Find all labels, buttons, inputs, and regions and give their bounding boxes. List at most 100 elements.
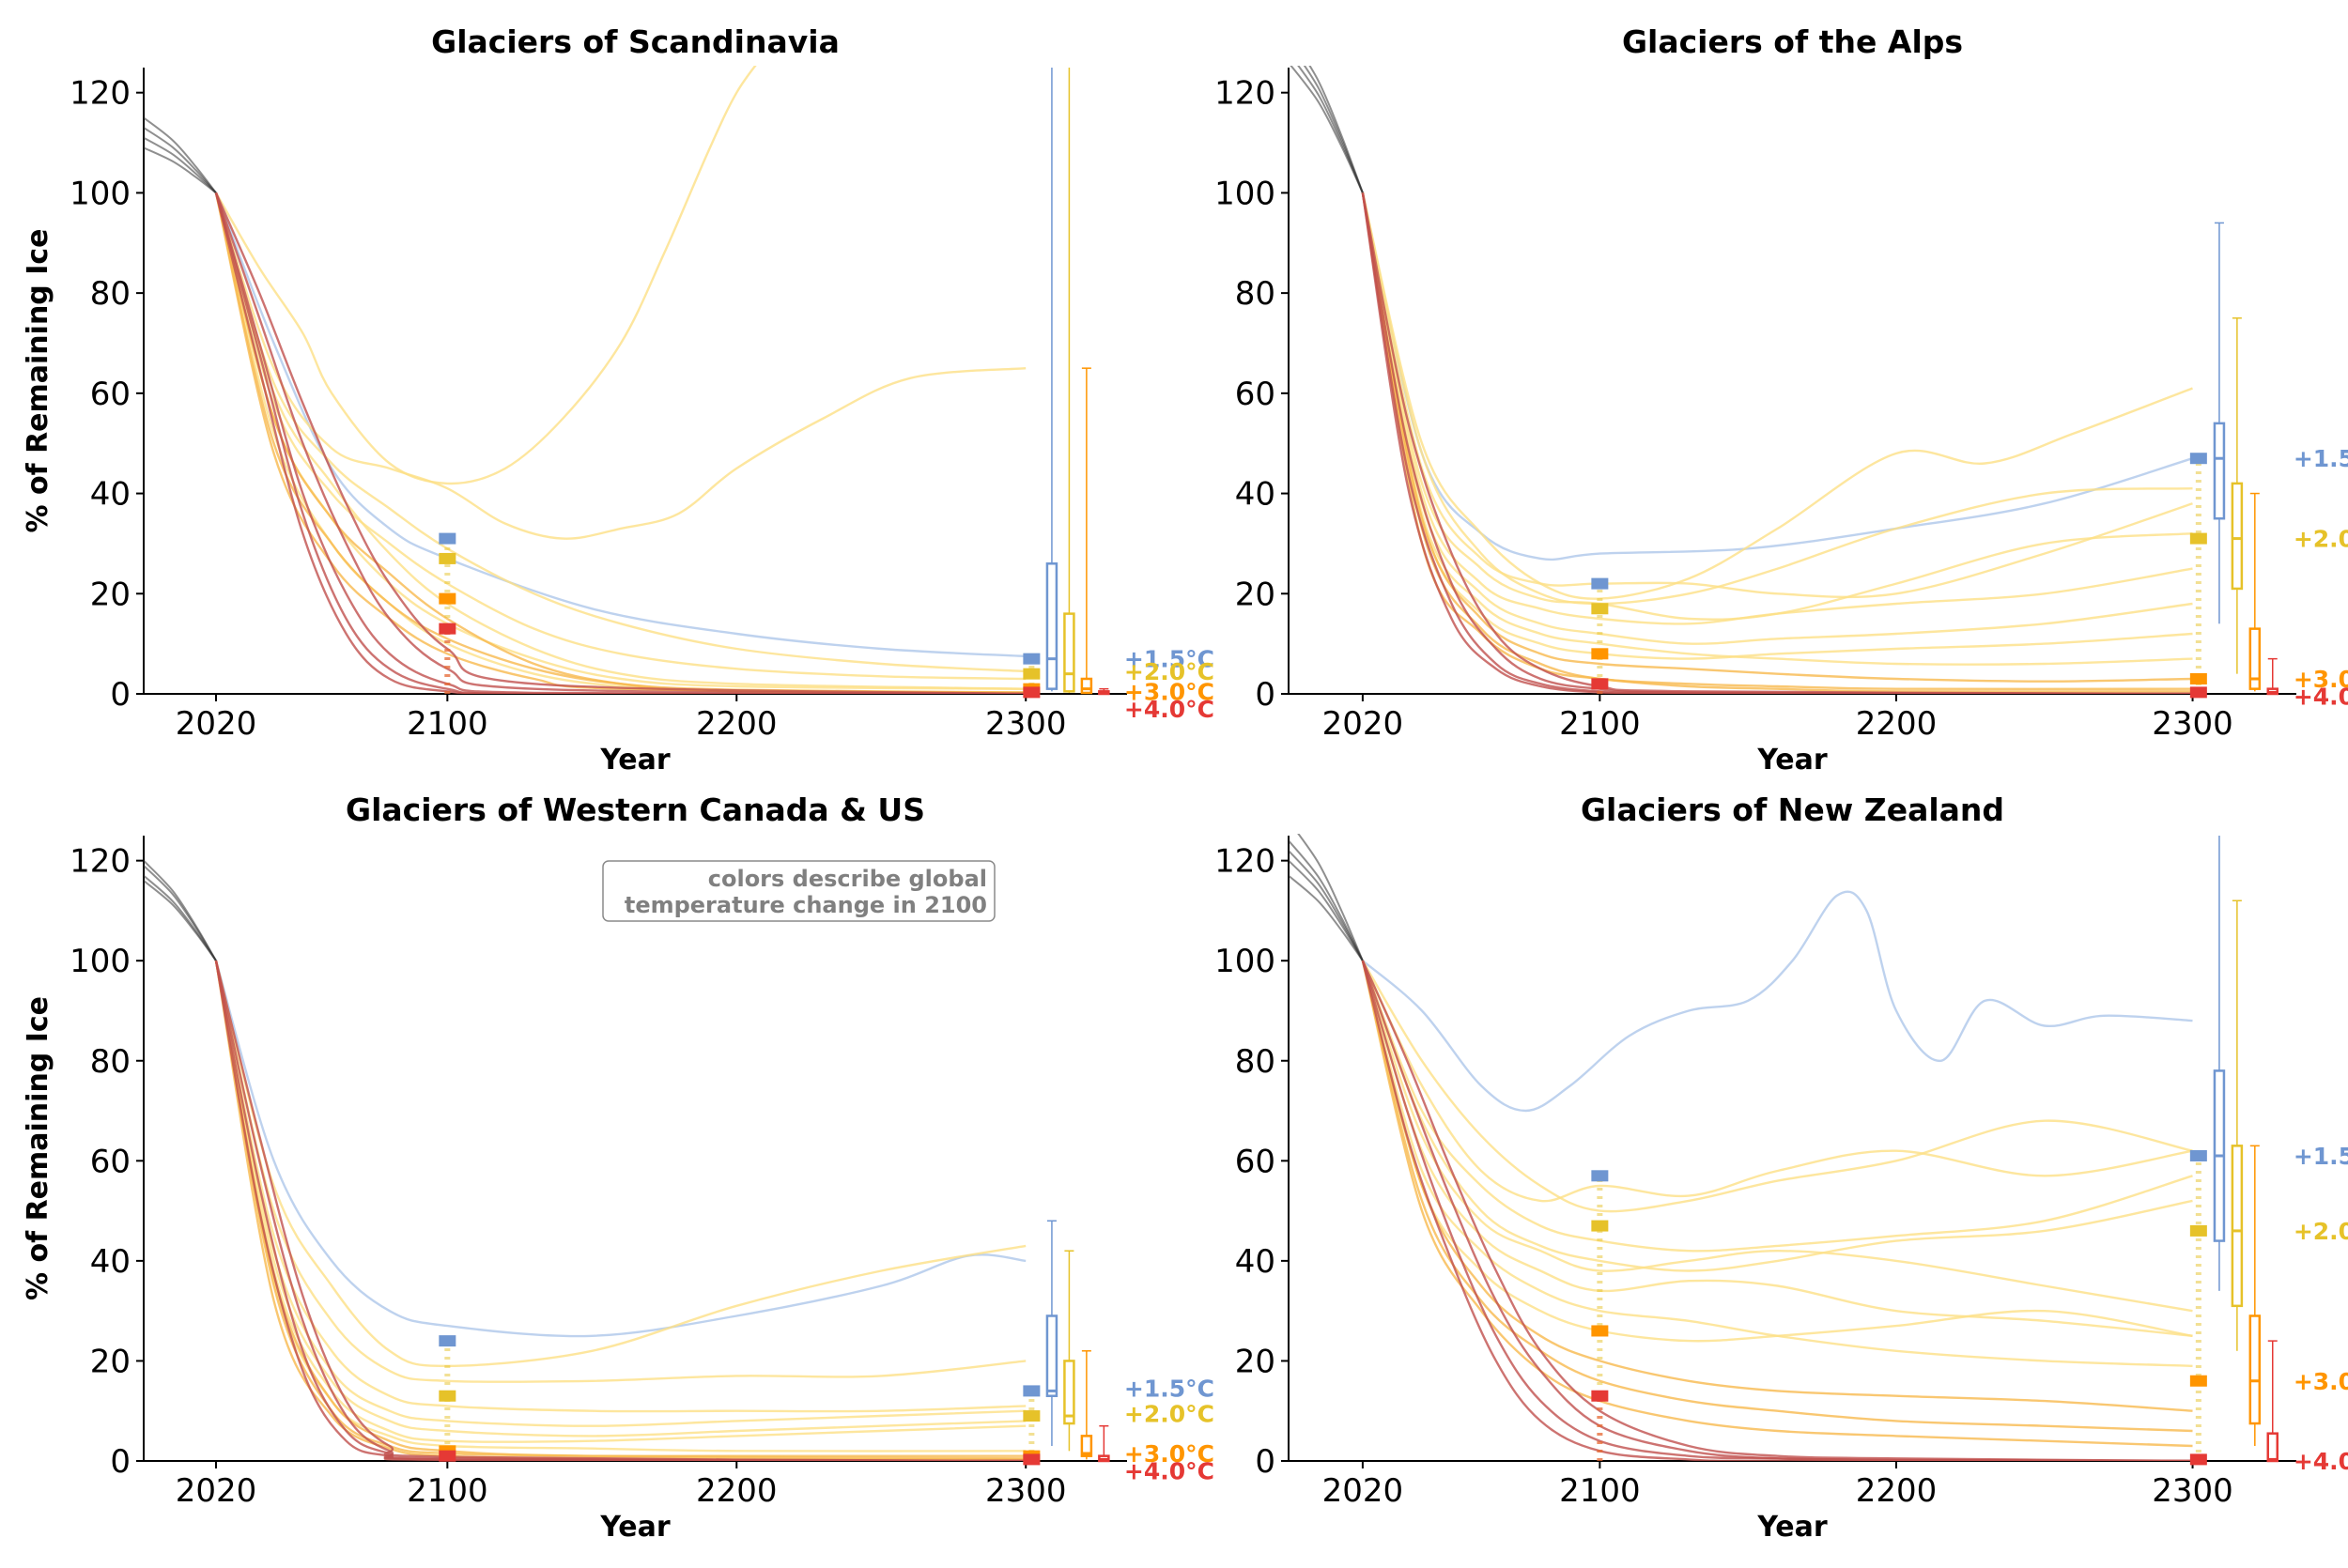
y-tick-label: 40: [90, 1243, 131, 1281]
box-1-5: [2213, 422, 2226, 520]
plot-area: [1289, 834, 2193, 1461]
historical-line: [144, 116, 217, 194]
chart-title: Glaciers of Scandinavia: [431, 23, 840, 60]
annotation-frame: [602, 860, 996, 922]
historical-line: [1297, 834, 1364, 961]
y-tick-label: 120: [70, 843, 131, 881]
marker-2100-2-0: [439, 1390, 456, 1402]
y-tick-label: 40: [1235, 1243, 1275, 1281]
series-line-3-0: [1361, 960, 2193, 1433]
series-line-2-0: [1361, 192, 2193, 599]
marker-2300-1-5: [2189, 453, 2207, 465]
marker-2300-1-5: [2189, 1149, 2207, 1161]
series-line-2-0: [214, 960, 1027, 1368]
marker-2300-4-0: [2189, 1453, 2207, 1466]
x-tick-label: 2100: [407, 705, 488, 743]
y-axis-label: % of Remaining Ice: [22, 228, 54, 532]
marker-2100-2-0: [439, 552, 456, 564]
series-line-4-0: [214, 192, 1027, 694]
series-line-4-0: [1361, 960, 2193, 1461]
x-tick-label: 2020: [1322, 705, 1404, 743]
plot-area: [1290, 66, 2193, 694]
x-axis-label: Year: [599, 744, 671, 776]
annotation-line-2: temperature change in 2100: [625, 892, 987, 918]
y-tick-label: 20: [1235, 1343, 1275, 1380]
series-line-2-0: [214, 960, 1027, 1427]
series-line-2-0: [1361, 192, 2193, 606]
box-3-0: [2248, 1314, 2262, 1425]
y-tick-label: 100: [1214, 175, 1275, 212]
x-tick-label: 2020: [1322, 1472, 1404, 1510]
series-line-2-0: [214, 192, 1027, 690]
series-line-4-0: [214, 960, 1027, 1461]
series-line-2-0: [214, 960, 1027, 1383]
y-tick-label: 80: [90, 1043, 131, 1081]
marker-2100-4-0: [439, 1450, 456, 1462]
chart-title: Glaciers of Western Canada & US: [346, 792, 925, 828]
series-line-2-0: [214, 192, 1027, 681]
historical-line: [144, 880, 217, 961]
chart-title: Glaciers of the Alps: [1622, 23, 1963, 60]
y-tick-label: 0: [110, 676, 131, 714]
scenario-label-4: +4.0°C: [1124, 1458, 1214, 1485]
x-axis-label: Year: [1756, 1511, 1828, 1544]
box-3-0: [2248, 627, 2262, 690]
series-line-2-0: [1361, 960, 2193, 1337]
series-line-1-5: [1361, 192, 2193, 561]
x-tick-label: 2200: [696, 705, 778, 743]
box-1-5: [1045, 1314, 1058, 1397]
series-line-2-0: [1361, 960, 2193, 1367]
historical-line: [1289, 850, 1364, 961]
series-line-4-0: [214, 960, 1027, 1461]
scenario-label-2: +2.0°C: [2294, 1218, 2348, 1245]
series-line-3-0: [1361, 960, 2193, 1448]
series-line-4-0: [214, 192, 1027, 694]
marker-2100-4-0: [439, 623, 456, 635]
series-line-2-0: [1361, 192, 2193, 666]
scenario-label-1: +1.5°C: [1124, 1376, 1214, 1403]
marker-2100-2-0: [1591, 603, 1609, 615]
y-tick-label: 40: [1235, 476, 1275, 514]
series-line-4-0: [214, 192, 1027, 694]
series-line-4-0: [1361, 960, 2193, 1461]
scenario-label-1: +1.5°C: [1124, 646, 1214, 673]
marker-2300-2-0: [1023, 1410, 1041, 1422]
y-tick-label: 60: [1235, 1143, 1275, 1180]
y-tick-label: 80: [90, 275, 131, 313]
x-tick-label: 2020: [176, 705, 257, 743]
series-line-2-0: [214, 192, 1027, 540]
series-line-2-0: [1361, 192, 2193, 645]
series-line-4-0: [1361, 192, 2193, 694]
marker-2300-2-0: [2189, 1224, 2207, 1237]
y-tick-label: 40: [90, 476, 131, 514]
series-line-3-0: [1361, 192, 2193, 683]
series-line-2-0: [1361, 192, 2193, 625]
historical-line: [144, 136, 217, 194]
y-tick-label: 100: [70, 943, 131, 980]
y-tick-label: 0: [110, 1443, 131, 1481]
y-tick-label: 20: [1235, 576, 1275, 613]
scenario-label-2: +2.0°C: [1124, 1400, 1214, 1427]
x-tick-label: 2300: [985, 705, 1067, 743]
box-2-0: [1063, 612, 1075, 693]
series-line-1-5: [214, 192, 1027, 658]
series-line-2-0: [1361, 960, 2193, 1253]
y-tick-label: 60: [90, 1143, 131, 1180]
historical-line: [144, 146, 217, 194]
annotation-line-1: colors describe global: [708, 866, 987, 892]
scenario-label-2: +2.0°C: [1124, 658, 1214, 685]
scenario-label-4: +4.0°C: [1124, 696, 1214, 723]
chart-panel-1: Glaciers of Scandinavia 0 20 40 60 80 100 120 20…: [22, 23, 1214, 776]
marker-2100-1-5: [1591, 577, 1609, 590]
plot-area: [144, 859, 1027, 1461]
series-line-2-0: [214, 960, 1027, 1413]
marker-2100-3-0: [1591, 1325, 1609, 1337]
y-tick-label: 80: [1235, 275, 1275, 313]
series-line-4-0: [1361, 960, 2193, 1461]
y-tick-label: 120: [1214, 75, 1275, 113]
marker-2300-2-0: [1023, 668, 1041, 680]
series-line-3-0: [214, 960, 1027, 1458]
marker-2100-3-0: [439, 592, 456, 605]
box-3-0: [1080, 677, 1093, 695]
